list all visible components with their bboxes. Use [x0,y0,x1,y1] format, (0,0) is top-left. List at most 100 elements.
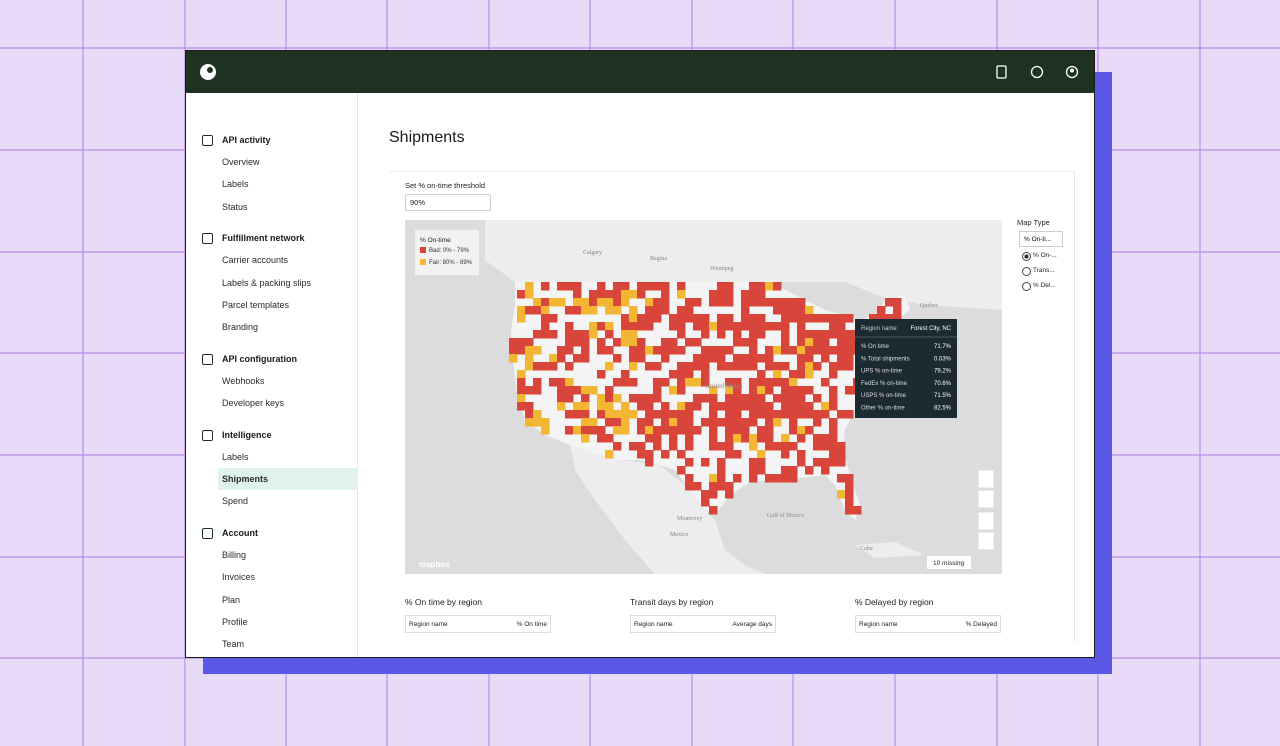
nav-item[interactable]: Status [218,196,358,218]
region [597,346,606,355]
region [797,386,806,395]
region [821,330,830,339]
region [605,346,614,355]
region [645,458,654,467]
column-header[interactable]: % Delayed [965,621,997,628]
region [613,410,622,419]
region [541,306,550,315]
region [701,330,710,339]
header-icons[interactable] [992,64,1082,80]
region [605,306,614,315]
column-header[interactable]: Region name [634,621,673,628]
nav-section[interactable]: Account [222,527,258,538]
radio[interactable] [1022,252,1031,261]
nav-item[interactable]: Spend [218,490,358,512]
region [677,282,686,291]
region [789,442,798,451]
region [813,434,822,443]
region [821,466,830,475]
region [549,314,558,323]
region [717,466,726,475]
region [773,282,782,291]
radio[interactable] [1022,282,1031,291]
region [717,354,726,363]
nav-item[interactable]: Labels & packing slips [218,272,358,294]
region [821,346,830,355]
map[interactable]: Calgary Regina Winnipeg Québec United States… [405,220,1002,574]
region [805,346,814,355]
nav-item[interactable]: Labels [218,173,358,195]
region [613,394,622,403]
region [709,474,718,483]
map-type-chip[interactable]: % On-ti... [1019,231,1063,247]
region [741,306,750,315]
nav-item[interactable]: Overview [218,151,358,173]
region [629,346,638,355]
region [741,314,750,323]
region [837,362,846,371]
region [725,402,734,411]
region [541,330,550,339]
region [685,426,694,435]
nav-item[interactable]: Developer keys [218,392,358,414]
column-header[interactable]: Average days [732,621,772,628]
region [653,306,662,315]
threshold-input[interactable]: 90% [405,194,491,211]
region [781,306,790,315]
region [541,314,550,323]
nav-item-label: Carrier accounts [222,255,289,266]
region [773,378,782,387]
nav-item[interactable]: Webhooks [218,370,358,392]
column-header[interactable]: Region name [409,621,448,628]
nav-section[interactable]: API configuration [222,353,297,364]
region [557,354,566,363]
nav-section[interactable]: Fulfillment network [222,233,305,244]
region [733,330,742,339]
nav-item-label: Parcel templates [222,300,290,310]
region [709,506,718,515]
region [613,306,622,315]
region [805,402,814,411]
column-header[interactable]: Region name [859,621,898,628]
region [581,402,590,411]
region [597,322,606,331]
region [653,362,662,371]
section-icon [202,527,213,539]
region [725,482,734,491]
region [717,330,726,339]
region [797,362,806,371]
region [621,370,630,379]
map-control [977,469,995,489]
nav-item-active[interactable]: Shipments [218,468,358,490]
nav-item[interactable]: Team [218,633,358,655]
region [677,450,686,459]
nav-section[interactable]: API activity [222,135,271,145]
nav-item[interactable]: Plan [218,589,358,611]
logo[interactable] [198,62,218,82]
nav-item[interactable]: Branding [218,316,358,338]
place-label: United States [705,382,743,390]
region [693,402,702,411]
region [533,330,542,339]
region [701,394,710,403]
region [677,306,686,315]
place-label: Regina [650,256,667,262]
region [573,306,582,315]
nav-item[interactable]: Labels [218,446,358,468]
nav-section[interactable]: Intelligence [222,429,272,440]
nav-item[interactable]: Billing [218,544,358,566]
region [637,346,646,355]
column-header[interactable]: % On time [516,621,547,628]
region [661,410,670,419]
nav-item[interactable]: Parcel templates [218,294,358,316]
radio[interactable] [1022,267,1031,276]
nav-item[interactable]: Carrier accounts [218,249,358,271]
nav-item[interactable]: Invoices [218,566,358,588]
page-title: Shipments [389,129,465,146]
region [533,362,542,371]
region [741,394,750,403]
section-icon [202,135,213,146]
region [685,314,694,323]
nav-item[interactable]: Profile [218,611,358,633]
region [733,354,742,363]
